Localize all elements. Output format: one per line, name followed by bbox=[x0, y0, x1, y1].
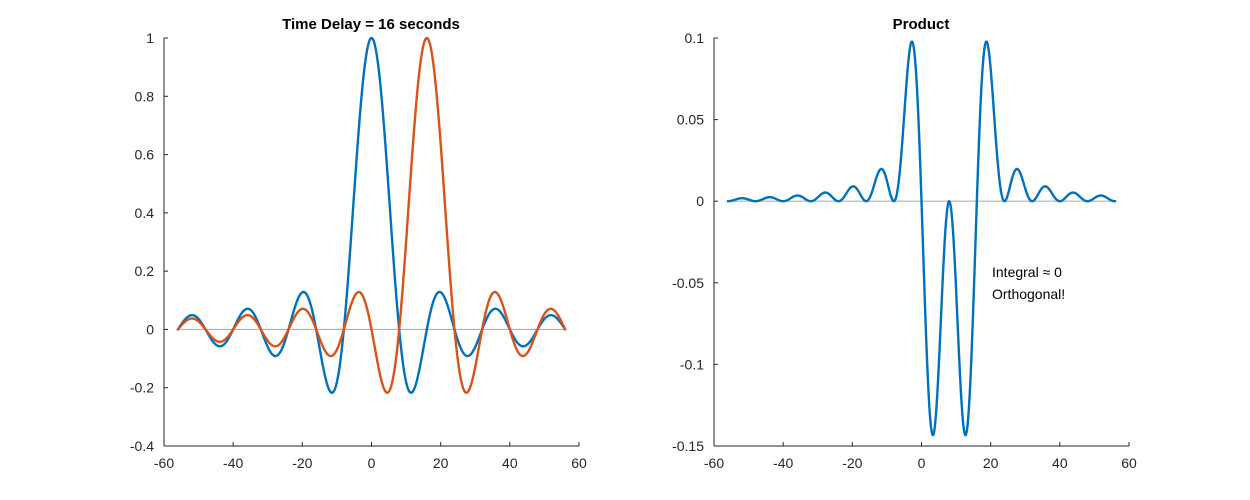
x-tick-label: -20 bbox=[842, 455, 862, 471]
axes: -60 -40 -20 0 20 40 60 -0.15 -0.1 -0.05 0 0.05 0.1 bbox=[672, 30, 1137, 471]
x-tick-label: 40 bbox=[1052, 455, 1068, 471]
chart-title: Time Delay = 16 seconds bbox=[282, 16, 460, 33]
series-line-2 bbox=[176, 36, 567, 394]
x-tick-label: -60 bbox=[704, 455, 724, 471]
y-tick-label: 0 bbox=[696, 193, 704, 209]
y-tick-label: 0.2 bbox=[135, 263, 155, 279]
y-tick-label: 0 bbox=[146, 321, 154, 337]
series-line-1 bbox=[726, 40, 1117, 437]
y-tick-label: 0.4 bbox=[135, 205, 155, 221]
x-tick-label: -40 bbox=[773, 455, 793, 471]
chart-title: Product bbox=[893, 16, 950, 33]
y-tick-label: -0.15 bbox=[672, 438, 704, 454]
y-tick-label: -0.1 bbox=[680, 356, 704, 372]
axes: -60 -40 -20 0 20 40 60 -0.4 -0.2 0 0.2 0.4 0.6 0.8 1 bbox=[130, 30, 587, 471]
annotation-orthogonal: Orthogonal! bbox=[992, 286, 1065, 302]
y-tick-label: -0.05 bbox=[672, 275, 704, 291]
x-tick-label: 60 bbox=[571, 455, 587, 471]
x-tick-label: -40 bbox=[223, 455, 243, 471]
chart-time-delay: Time Delay = 16 seconds -60 -40 -20 0 20 40 60… bbox=[130, 16, 587, 471]
x-tick-label: 20 bbox=[433, 455, 449, 471]
series-line-1 bbox=[176, 36, 567, 394]
y-tick-label: 1 bbox=[146, 30, 154, 46]
x-tick-label: 20 bbox=[983, 455, 999, 471]
y-tick-label: 0.05 bbox=[677, 112, 704, 128]
x-tick-label: 0 bbox=[368, 455, 376, 471]
series-layer bbox=[726, 40, 1117, 437]
y-tick-label: 0.8 bbox=[135, 88, 155, 104]
x-tick-label: 40 bbox=[502, 455, 518, 471]
y-tick-label: 0.6 bbox=[135, 147, 155, 163]
y-tick-label: -0.4 bbox=[130, 438, 154, 454]
x-tick-label: 60 bbox=[1121, 455, 1137, 471]
chart-product: Product -60 -40 -20 0 20 40 60 -0.15 -0.1 -0.05 0 0… bbox=[672, 16, 1137, 471]
annotation-integral: Integral ≈ 0 bbox=[992, 264, 1062, 280]
y-tick-label: -0.2 bbox=[130, 380, 154, 396]
x-tick-label: 0 bbox=[918, 455, 926, 471]
y-tick-label: 0.1 bbox=[685, 30, 705, 46]
series-layer bbox=[176, 36, 567, 394]
x-tick-label: -60 bbox=[154, 455, 174, 471]
x-tick-label: -20 bbox=[292, 455, 312, 471]
